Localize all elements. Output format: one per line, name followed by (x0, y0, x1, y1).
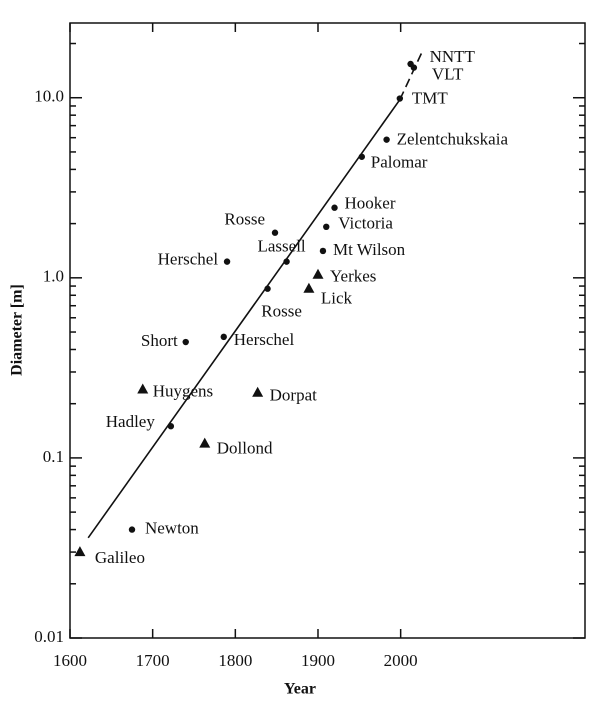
triangle-marker (252, 386, 264, 397)
dot-marker (396, 95, 404, 102)
dot-marker (407, 60, 414, 68)
dot-marker (319, 247, 327, 255)
dot-marker (331, 204, 338, 211)
triangle-marker (303, 282, 315, 293)
point-label: Dollond (217, 439, 273, 458)
point-label: Huygens (153, 381, 213, 400)
point-label: Victoria (338, 214, 393, 233)
point-label: Galileo (95, 548, 145, 567)
dot-marker (128, 526, 136, 533)
triangle-marker (74, 546, 86, 557)
dot-marker (167, 422, 175, 430)
dot-marker (358, 153, 366, 160)
x-tick-label: 2000 (384, 651, 418, 670)
point-label: Rosse (224, 210, 265, 229)
point-label: Herschel (234, 330, 295, 349)
point-label: Hadley (106, 412, 156, 431)
triangle-marker (312, 268, 324, 279)
point-label: VLT (432, 65, 464, 84)
x-tick-label: 1900 (301, 651, 335, 670)
plot-frame (69, 22, 586, 639)
dot-marker (264, 285, 271, 292)
y-tick-label: 10.0 (34, 87, 64, 106)
point-label: Mt Wilson (333, 240, 406, 259)
point-label: NNTT (430, 47, 476, 66)
y-tick-label: 0.1 (43, 447, 64, 466)
dot-marker (283, 258, 290, 265)
triangle-marker (137, 383, 149, 394)
point-label: TMT (412, 88, 449, 107)
point-label: Yerkes (330, 267, 376, 286)
dot-marker (383, 136, 390, 143)
point-label: Lick (321, 289, 353, 308)
triangle-marker (199, 437, 211, 448)
x-tick-label: 1700 (136, 651, 170, 670)
point-label: Lassell (258, 237, 306, 256)
dot-marker (323, 223, 330, 231)
y-tick-label: 1.0 (43, 267, 64, 286)
point-label: Herschel (158, 250, 219, 269)
y-tick-label: 0.01 (34, 627, 64, 646)
trend-line (87, 99, 401, 539)
point-label: Short (141, 331, 178, 350)
dot-marker (223, 258, 231, 265)
point-label: Rosse (261, 302, 302, 321)
x-axis-title: Year (284, 681, 316, 698)
point-label: Hooker (345, 194, 396, 213)
dot-marker (182, 338, 189, 346)
point-label: Palomar (371, 153, 428, 172)
point-label: Zelentchukskaia (397, 130, 509, 149)
dot-marker (271, 229, 279, 236)
y-axis-title: Diameter [m] (9, 284, 26, 376)
x-tick-label: 1800 (218, 651, 252, 670)
point-label: Newton (145, 518, 199, 537)
trend-line (399, 51, 423, 101)
x-tick-label: 1600 (53, 651, 87, 670)
point-label: Dorpat (270, 386, 317, 405)
dot-marker (220, 333, 227, 341)
